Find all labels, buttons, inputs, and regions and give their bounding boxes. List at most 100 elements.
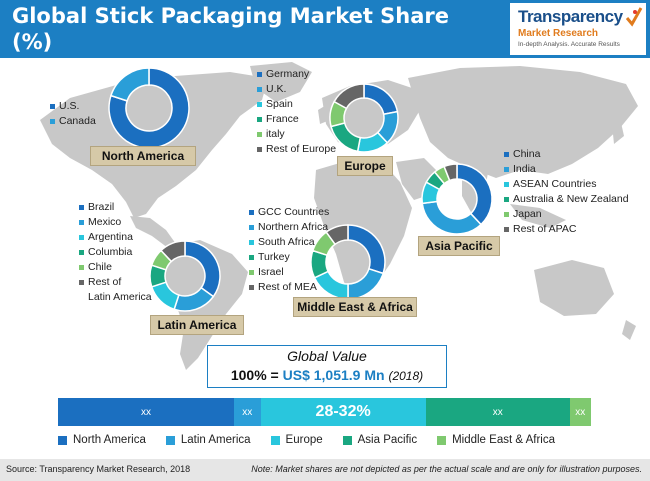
legend-label: GCC Countries <box>258 206 330 218</box>
donut-north-america <box>108 67 190 149</box>
legend-asia-pacific: China India ASEAN Countries Australia & New… <box>504 147 629 237</box>
legend-label: Germany <box>266 68 310 80</box>
legend-label: Latin America <box>88 291 152 303</box>
legend-label: Australia & New Zealand <box>513 193 629 205</box>
legend-swatch <box>249 285 254 290</box>
legend-north-america: U.S. Canada <box>50 99 96 129</box>
donut-slice-rest-of-mea <box>325 224 349 246</box>
legend-swatch <box>249 240 254 245</box>
legend-swatch <box>79 265 84 270</box>
donut-asia-pacific <box>421 163 493 235</box>
bar-legend-swatch <box>437 435 447 445</box>
donut-slice-germany <box>363 83 399 116</box>
legend-label: Argentina <box>88 231 133 243</box>
legend-label: Israel <box>258 266 284 278</box>
legend-label: Brazil <box>88 201 115 213</box>
legend-item: South Africa <box>249 235 329 250</box>
region-label-north-america: North America <box>90 146 196 166</box>
legend-item: Columbia <box>79 245 152 260</box>
bar-legend-item: North America <box>58 434 146 446</box>
company-logo: Transparency Market Research In-depth An… <box>510 3 646 55</box>
legend-swatch <box>257 72 262 77</box>
bar-legend-label: Middle East & Africa <box>452 434 555 446</box>
donut-slice-china <box>456 163 493 226</box>
legend-swatch <box>504 167 509 172</box>
legend-label: South Africa <box>258 236 315 248</box>
legend-swatch <box>50 104 55 109</box>
legend-swatch <box>504 197 509 202</box>
bar-segment-north-america: xx <box>58 398 234 426</box>
legend-label: Rest of MEA <box>258 281 317 293</box>
global-value-line: 100% = US$ 1,051.9 Mn (2018) <box>208 365 446 386</box>
legend-label: italy <box>266 128 285 140</box>
legend-item: India <box>504 162 629 177</box>
bar-legend-item: Asia Pacific <box>342 434 417 446</box>
global-value-year: (2018) <box>388 369 424 383</box>
bar-legend-swatch <box>342 435 352 445</box>
legend-swatch <box>257 147 262 152</box>
donut-slice-u-s- <box>108 67 190 149</box>
legend-item: Rest of MEA <box>249 280 329 295</box>
donut-slice-gcc-countries <box>347 224 386 275</box>
global-value-percent: 100% = <box>230 367 283 383</box>
region-label-europe: Europe <box>337 156 393 176</box>
legend-item: China <box>504 147 629 162</box>
source-text: Source: Transparency Market Research, 20… <box>6 464 191 474</box>
legend-item: Rest of APAC <box>504 222 629 237</box>
legend-label: Turkey <box>258 251 290 263</box>
region-label-latin-america: Latin America <box>150 315 244 335</box>
donut-slice-india <box>421 200 483 235</box>
donut-europe <box>329 83 399 153</box>
global-value-amount: US$ 1,051.9 Mn <box>282 367 385 383</box>
bar-segment-label: 28-32% <box>315 403 371 420</box>
legend-label: Spain <box>266 98 293 110</box>
bar-legend-swatch <box>58 435 67 445</box>
legend-swatch <box>249 270 254 275</box>
legend-swatch <box>79 280 84 285</box>
legend-label: Rest of APAC <box>513 223 577 235</box>
legend-item: Israel <box>249 265 329 280</box>
bar-legend-label: Latin America <box>180 434 251 446</box>
legend-item: Australia & New Zealand <box>504 192 629 207</box>
legend-item: Latin America <box>79 290 152 305</box>
donut-slice-northern-africa <box>347 267 385 300</box>
region-label-asia-pacific: Asia Pacific <box>418 236 500 256</box>
legend-europe: Germany U.K. Spain France italy Rest of Europ… <box>257 67 336 157</box>
legend-label: Rest of Europe <box>266 143 337 155</box>
legend-swatch <box>79 250 84 255</box>
legend-item: ASEAN Countries <box>504 177 629 192</box>
global-value-label: Global Value <box>287 348 367 364</box>
global-value-box: Global Value 100% = US$ 1,051.9 Mn (2018… <box>207 345 447 388</box>
bar-segment-label: xx <box>140 406 151 418</box>
legend-item: Turkey <box>249 250 329 265</box>
legend-label: India <box>513 163 536 175</box>
legend-item: Rest of <box>79 275 152 290</box>
legend-item: Chile <box>79 260 152 275</box>
legend-item: GCC Countries <box>249 205 329 220</box>
region-label-middle-east-africa: Middle East & Africa <box>293 297 417 317</box>
legend-label: Northern Africa <box>258 221 329 233</box>
legend-label: Japan <box>513 208 542 220</box>
bar-segment-latin-america: xx <box>233 398 261 426</box>
bar-segment-asia-pacific: xx <box>425 398 570 426</box>
legend-swatch <box>79 235 84 240</box>
legend-swatch <box>257 117 262 122</box>
legend-swatch <box>79 220 84 225</box>
footer: Source: Transparency Market Research, 20… <box>0 459 650 481</box>
legend-label: France <box>266 113 299 125</box>
legend-item: U.S. <box>50 99 96 114</box>
legend-item: France <box>257 112 336 127</box>
legend-label: Chile <box>88 261 112 273</box>
legend-swatch <box>249 255 254 260</box>
legend-label: Columbia <box>88 246 133 258</box>
bar-legend-item: Middle East & Africa <box>437 434 555 446</box>
legend-middle-east-africa: GCC Countries Northern Africa South Africa… <box>249 205 329 295</box>
donut-slice-canada <box>110 67 150 102</box>
legend-label: Canada <box>59 115 96 127</box>
bar-segment-label: xx <box>575 406 586 418</box>
bar-segment-middle-east-africa: xx <box>569 398 591 426</box>
donut-slice-rest-of-latin-america <box>159 240 186 263</box>
legend-item: Canada <box>50 114 96 129</box>
legend-swatch <box>257 132 262 137</box>
bar-segment-label: xx <box>492 406 503 418</box>
